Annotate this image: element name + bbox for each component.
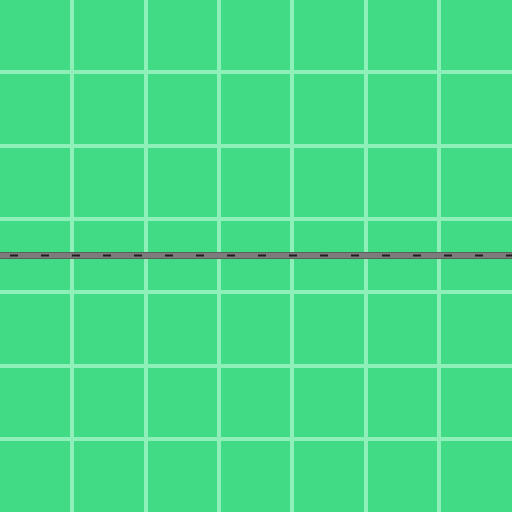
road-dash bbox=[258, 254, 266, 257]
road-dash bbox=[41, 254, 49, 257]
road-dash bbox=[506, 254, 512, 257]
road-dash bbox=[10, 254, 18, 257]
road-dash bbox=[289, 254, 297, 257]
road-dash bbox=[382, 254, 390, 257]
road-dash bbox=[134, 254, 142, 257]
road-dash bbox=[165, 254, 173, 257]
road-dash bbox=[444, 254, 452, 257]
road-dash bbox=[227, 254, 235, 257]
road-dash bbox=[72, 254, 80, 257]
grid-line-horizontal bbox=[0, 144, 512, 148]
road-dash bbox=[413, 254, 421, 257]
road-edge-bottom bbox=[0, 258, 512, 259]
road-dash bbox=[351, 254, 359, 257]
road-dash bbox=[196, 254, 204, 257]
grid-line-horizontal bbox=[0, 217, 512, 221]
road-asphalt bbox=[0, 252, 512, 259]
road-dash bbox=[475, 254, 483, 257]
road-dash bbox=[103, 254, 111, 257]
grid-line-horizontal bbox=[0, 70, 512, 74]
road-dash bbox=[320, 254, 328, 257]
road-dashes bbox=[10, 254, 512, 257]
road-edge-top bbox=[0, 252, 512, 253]
grid-line-horizontal bbox=[0, 290, 512, 294]
grid-line-horizontal bbox=[0, 437, 512, 441]
grid-line-horizontal bbox=[0, 364, 512, 368]
